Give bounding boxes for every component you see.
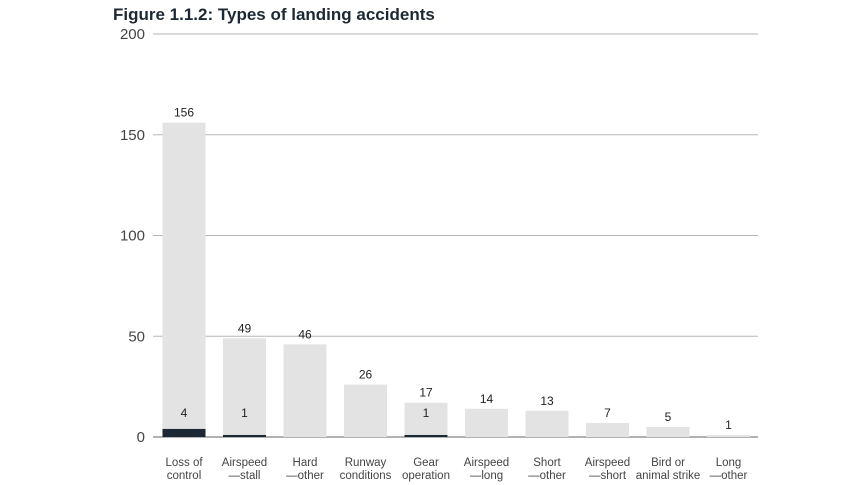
data-labels: 156 4 49 1 46 26 17 1 14 13 7 5 1 [174, 106, 732, 432]
bar-total [223, 338, 266, 437]
category-label: animal strike [636, 470, 701, 482]
y-tick-label: 150 [120, 127, 145, 144]
category-label: —long [470, 470, 503, 482]
y-tick-label: 50 [128, 328, 145, 345]
bar-total [404, 402, 448, 437]
data-label-total: 7 [604, 406, 611, 420]
category-label: conditions [340, 470, 392, 482]
category-label: Runway [345, 457, 387, 469]
category-label: Airspeed [222, 457, 267, 469]
y-tick-label: 100 [120, 228, 145, 245]
category-label: —other [710, 470, 748, 482]
y-tick-label: 0 [137, 429, 145, 446]
bar-total [344, 384, 387, 437]
category-label: Bird or [651, 457, 685, 469]
category-label: Hard [293, 457, 318, 469]
data-label-subset: 1 [423, 406, 430, 420]
category-label: Short [533, 457, 561, 469]
category-label: —other [528, 470, 566, 482]
bars [162, 122, 750, 437]
data-label-total: 13 [540, 394, 554, 408]
category-label: —stall [229, 470, 261, 482]
data-label-total: 14 [480, 392, 494, 406]
bar-subset [162, 428, 206, 437]
bar-total [707, 434, 750, 437]
data-label-total: 17 [419, 386, 433, 400]
bar-total [162, 122, 206, 437]
category-label: Loss of [165, 457, 203, 469]
data-label-subset: 4 [181, 406, 188, 420]
category-label: Long [716, 457, 742, 469]
data-label-total: 46 [298, 327, 312, 341]
bar-total [283, 344, 327, 437]
chart-title: Figure 1.1.2: Types of landing accidents [113, 5, 435, 24]
data-label-total: 5 [665, 410, 672, 424]
category-label: —other [286, 470, 324, 482]
bar-total [525, 410, 569, 437]
data-label-subset: 1 [241, 406, 248, 420]
category-label: control [167, 470, 202, 482]
bar-total [586, 422, 629, 437]
x-axis-categories: Loss ofcontrolAirspeed—stallHard—otherRu… [165, 457, 747, 482]
category-label: Airspeed [464, 457, 509, 469]
bar-subset [223, 434, 266, 437]
bar-total [646, 426, 690, 437]
y-tick-label: 200 [120, 26, 145, 43]
y-axis-ticks: 0 50 100 150 200 [120, 26, 145, 446]
category-label: —short [589, 470, 627, 482]
data-label-total: 26 [359, 368, 373, 382]
data-label-total: 1 [725, 418, 732, 432]
data-label-total: 49 [238, 321, 252, 335]
category-label: Airspeed [585, 457, 630, 469]
bar-subset [404, 434, 448, 437]
category-label: Gear [413, 457, 439, 469]
data-label-total: 156 [174, 106, 194, 120]
bar-total [465, 408, 508, 437]
category-label: operation [402, 470, 450, 482]
